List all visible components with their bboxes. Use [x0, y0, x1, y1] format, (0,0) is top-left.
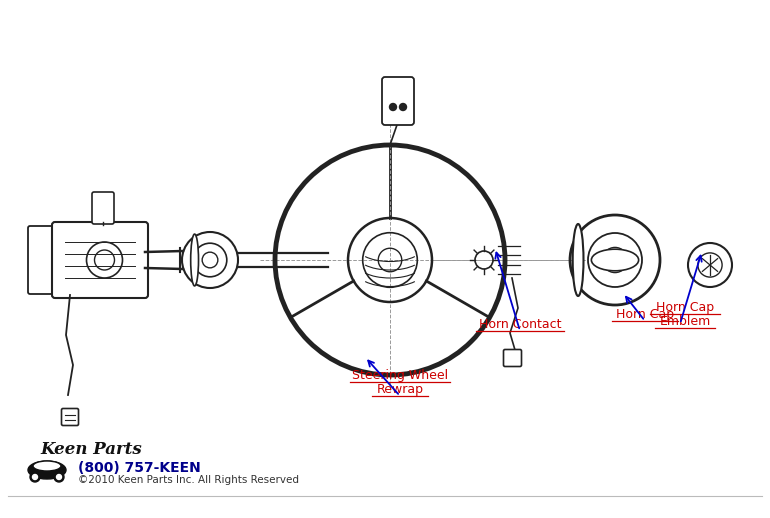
FancyBboxPatch shape — [92, 192, 114, 224]
Ellipse shape — [28, 461, 66, 479]
Text: Horn Cap: Horn Cap — [616, 308, 674, 321]
FancyBboxPatch shape — [382, 77, 414, 125]
FancyBboxPatch shape — [62, 409, 79, 425]
Text: Emblem: Emblem — [659, 315, 711, 328]
Text: Keen Parts: Keen Parts — [40, 441, 142, 458]
Ellipse shape — [591, 249, 638, 271]
Text: (800) 757-KEEN: (800) 757-KEEN — [78, 461, 201, 475]
Ellipse shape — [573, 224, 584, 296]
Ellipse shape — [191, 234, 199, 286]
Text: ©2010 Keen Parts Inc. All Rights Reserved: ©2010 Keen Parts Inc. All Rights Reserve… — [78, 475, 299, 485]
Circle shape — [30, 472, 40, 482]
Circle shape — [390, 104, 397, 110]
FancyBboxPatch shape — [28, 226, 60, 294]
Text: Horn Contact: Horn Contact — [479, 318, 561, 331]
Text: Steering Wheel: Steering Wheel — [352, 369, 448, 382]
Circle shape — [400, 104, 407, 110]
Circle shape — [54, 472, 64, 482]
Text: Horn Cap: Horn Cap — [656, 301, 714, 314]
Text: Rewrap: Rewrap — [377, 383, 424, 396]
Circle shape — [32, 474, 38, 480]
Ellipse shape — [33, 461, 61, 471]
FancyBboxPatch shape — [52, 222, 148, 298]
Circle shape — [56, 474, 62, 480]
FancyBboxPatch shape — [504, 350, 521, 367]
